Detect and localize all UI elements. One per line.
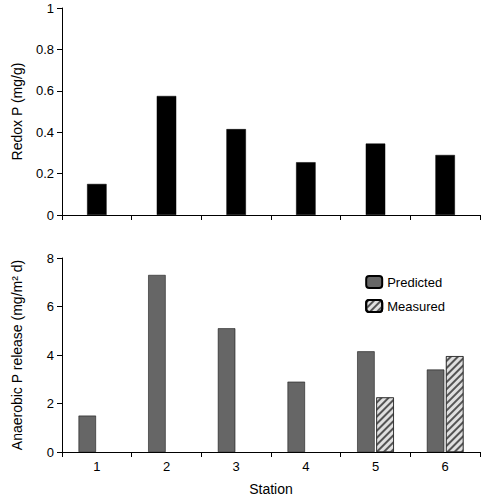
svg-text:1: 1	[93, 459, 100, 474]
svg-text:6: 6	[442, 459, 449, 474]
svg-text:2: 2	[47, 396, 54, 411]
svg-text:Anaerobic P release (mg/m² d): Anaerobic P release (mg/m² d)	[9, 260, 25, 450]
svg-text:0.8: 0.8	[36, 42, 54, 57]
svg-text:8: 8	[47, 251, 54, 266]
svg-text:Predicted: Predicted	[387, 275, 442, 290]
svg-text:0.4: 0.4	[36, 125, 54, 140]
svg-text:0: 0	[47, 208, 54, 223]
svg-text:0: 0	[47, 445, 54, 460]
svg-text:Measured: Measured	[387, 299, 445, 314]
svg-text:0.2: 0.2	[36, 166, 54, 181]
svg-text:Redox P (mg/g): Redox P (mg/g)	[9, 63, 25, 161]
svg-text:0.6: 0.6	[36, 83, 54, 98]
svg-text:6: 6	[47, 299, 54, 314]
svg-text:4: 4	[47, 348, 54, 363]
svg-text:3: 3	[233, 459, 240, 474]
svg-text:1: 1	[47, 1, 54, 16]
svg-text:2: 2	[163, 459, 170, 474]
svg-text:5: 5	[372, 459, 379, 474]
svg-text:Station: Station	[249, 481, 293, 497]
svg-text:4: 4	[302, 459, 309, 474]
